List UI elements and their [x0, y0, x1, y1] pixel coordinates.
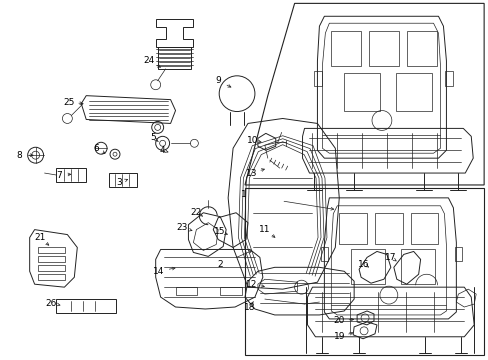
Bar	[344, 73, 379, 111]
Bar	[38, 247, 65, 253]
Bar	[331, 31, 360, 66]
Bar	[400, 249, 434, 284]
Bar	[406, 31, 436, 66]
Bar	[314, 71, 322, 86]
Text: 20: 20	[333, 316, 344, 325]
Text: 17: 17	[385, 253, 396, 262]
Text: 24: 24	[143, 57, 154, 66]
Bar	[445, 71, 452, 86]
Text: 23: 23	[177, 223, 188, 232]
Text: 5: 5	[149, 133, 155, 142]
Bar	[395, 73, 431, 111]
Bar	[175, 287, 197, 295]
Bar	[321, 247, 327, 261]
Bar	[38, 274, 65, 280]
Bar	[350, 249, 384, 284]
Text: 18: 18	[244, 302, 255, 311]
Text: 13: 13	[245, 168, 257, 177]
Text: 25: 25	[63, 98, 75, 107]
Text: 15: 15	[214, 227, 225, 236]
Text: 22: 22	[190, 208, 202, 217]
Text: 10: 10	[246, 136, 258, 145]
Bar	[374, 213, 402, 244]
Text: 6: 6	[93, 144, 99, 153]
Bar	[38, 265, 65, 271]
Text: 4: 4	[160, 146, 165, 155]
Text: 9: 9	[215, 76, 221, 85]
Text: 26: 26	[46, 298, 57, 307]
Text: 2: 2	[217, 260, 223, 269]
Bar	[454, 247, 461, 261]
Bar	[339, 213, 366, 244]
Bar	[368, 31, 398, 66]
Text: 11: 11	[259, 225, 270, 234]
Bar	[38, 256, 65, 262]
Bar	[220, 287, 242, 295]
Text: 21: 21	[34, 233, 45, 242]
Text: 1: 1	[241, 190, 246, 199]
Text: 7: 7	[57, 171, 62, 180]
Bar	[56, 299, 116, 313]
Text: 8: 8	[17, 151, 22, 160]
Text: 12: 12	[246, 280, 257, 289]
Text: 14: 14	[153, 267, 164, 276]
Text: 19: 19	[333, 332, 345, 341]
Text: 3: 3	[116, 179, 122, 188]
Bar	[410, 213, 438, 244]
Text: 16: 16	[358, 260, 369, 269]
